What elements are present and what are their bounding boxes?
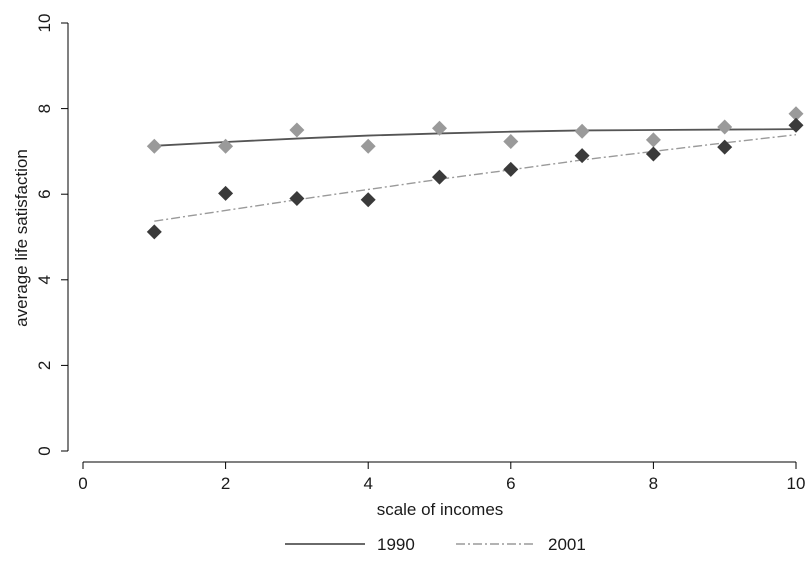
- marker-1990: [574, 123, 590, 139]
- x-tick-label: 8: [649, 474, 658, 493]
- fit-line-2001: [154, 134, 797, 222]
- marker-2001: [574, 148, 590, 164]
- marker-2001: [645, 146, 661, 162]
- legend-label-1990: 1990: [377, 535, 415, 554]
- marker-2001: [503, 161, 519, 177]
- marker-2001: [717, 139, 733, 155]
- y-tick-label: 10: [35, 14, 54, 33]
- legend: 1990 2001: [285, 535, 586, 554]
- marker-2001: [289, 190, 305, 206]
- marker-1990: [432, 120, 447, 136]
- marker-1990: [645, 132, 661, 148]
- y-tick-label: 8: [35, 104, 54, 113]
- marker-2001: [432, 169, 447, 185]
- marker-2001: [218, 185, 234, 201]
- marker-2001: [788, 117, 804, 133]
- marker-1990: [146, 138, 162, 154]
- y-tick-label: 4: [35, 275, 54, 284]
- marker-2001: [146, 224, 162, 240]
- marker-1990: [717, 119, 733, 135]
- legend-label-2001: 2001: [548, 535, 586, 554]
- x-tick-label: 6: [506, 474, 515, 493]
- x-axis-title: scale of incomes: [377, 500, 504, 519]
- x-tick-label: 0: [78, 474, 87, 493]
- x-tick-label: 4: [363, 474, 372, 493]
- x-tick-label: 10: [787, 474, 806, 493]
- y-tick-label: 0: [35, 446, 54, 455]
- marker-1990: [360, 138, 376, 154]
- marker-1990: [503, 134, 519, 150]
- marker-1990: [788, 106, 804, 122]
- y-tick-label: 6: [35, 189, 54, 198]
- marker-1990: [218, 138, 234, 154]
- x-tick-label: 2: [221, 474, 230, 493]
- plot-marks: 0 2 4 6 8 10 0 2 4 6 8 10: [35, 14, 805, 493]
- fit-line-1990: [154, 128, 797, 147]
- y-axis-title: average life satisfaction: [12, 149, 31, 327]
- marker-1990: [289, 122, 305, 138]
- marker-2001: [360, 192, 376, 208]
- y-tick-label: 2: [35, 361, 54, 370]
